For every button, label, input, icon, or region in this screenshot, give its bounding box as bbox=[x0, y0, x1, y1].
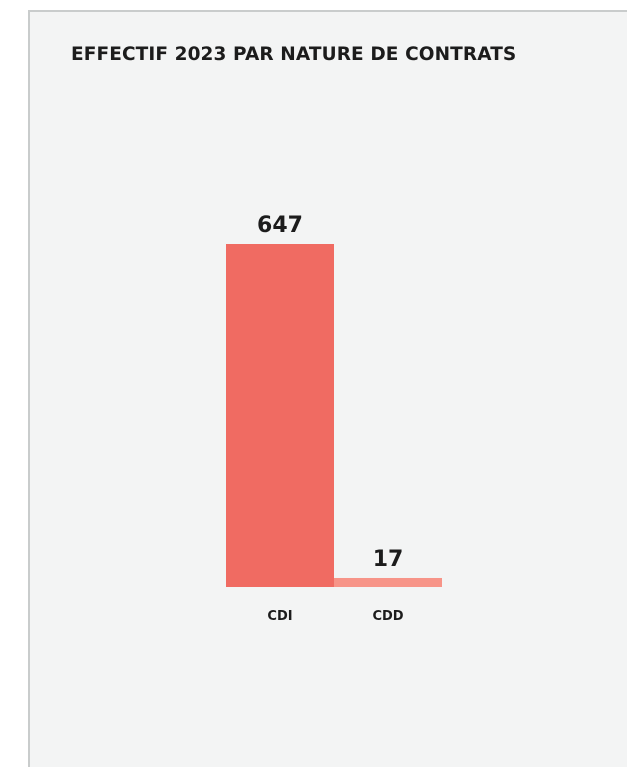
category-label-cdi: CDI bbox=[267, 609, 292, 624]
value-label-cdi: 647 bbox=[257, 213, 303, 238]
category-label-cdd: CDD bbox=[372, 609, 403, 624]
bar-cdi bbox=[226, 244, 334, 587]
chart-title: EFFECTIF 2023 PAR NATURE DE CONTRATS bbox=[71, 44, 517, 65]
value-label-cdd: 17 bbox=[373, 547, 404, 572]
bar-cdd bbox=[334, 577, 442, 587]
